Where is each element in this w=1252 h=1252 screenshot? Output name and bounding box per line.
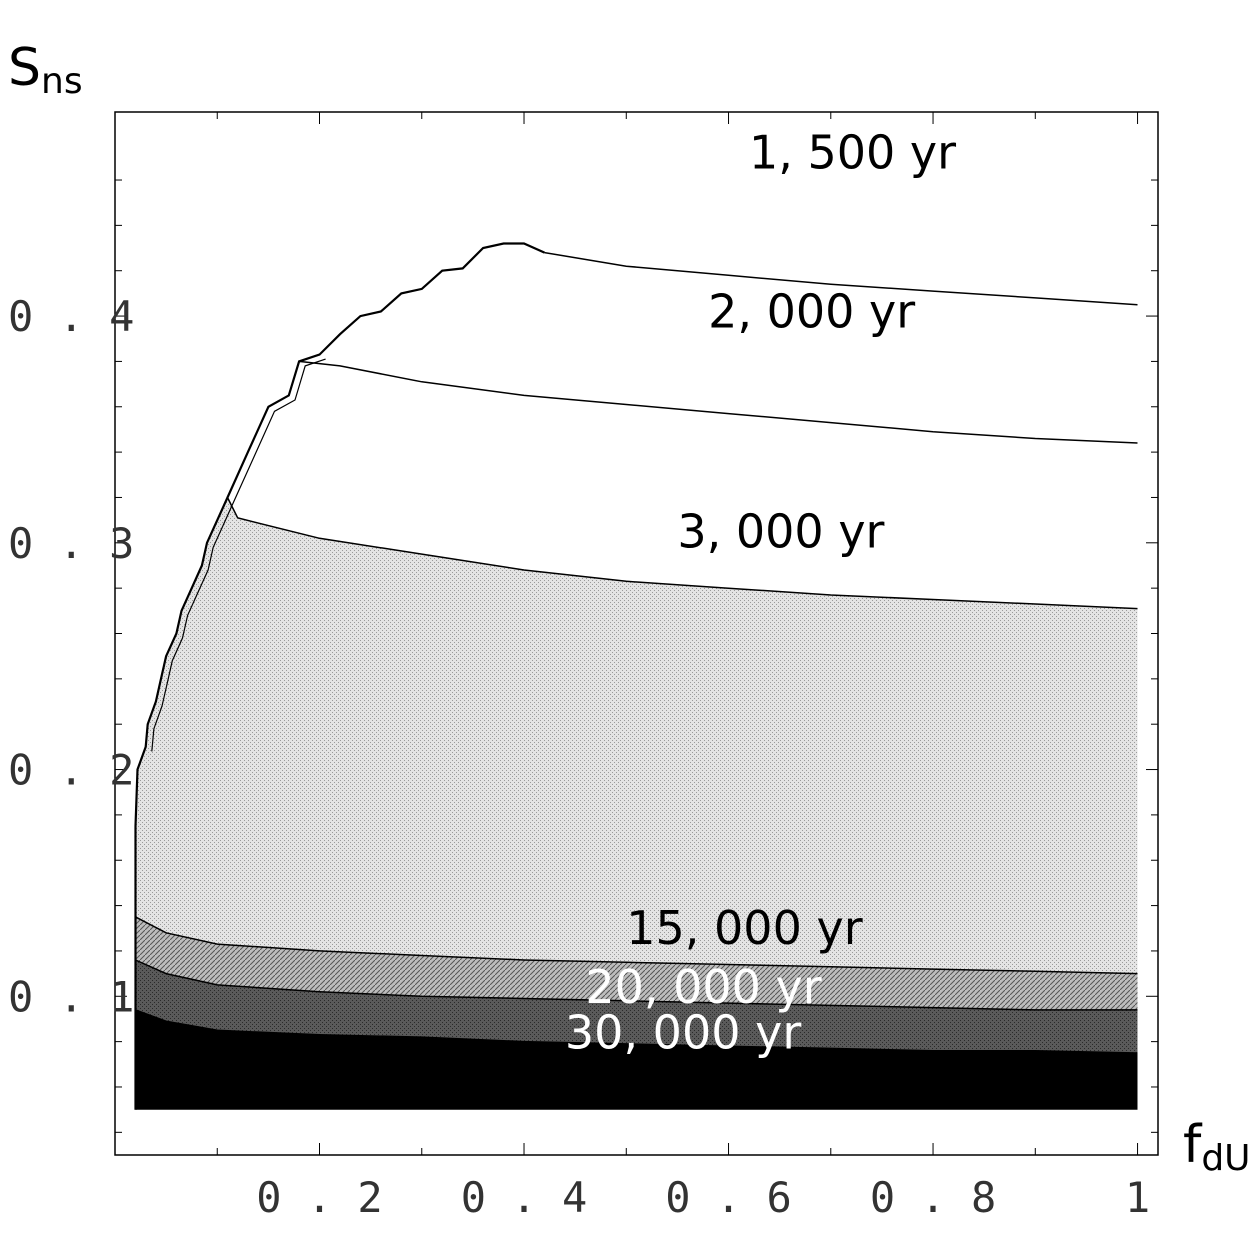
- y-axis-title-main: S: [8, 38, 41, 98]
- x-axis-title-sub: dU: [1201, 1138, 1250, 1179]
- contour-label-0: 1, 500 yr: [749, 126, 956, 180]
- contour-label-2: 3, 000 yr: [677, 504, 884, 558]
- x-axis-title: fdU: [1183, 1115, 1251, 1179]
- band-20000-30000: [135, 960, 1138, 1053]
- tick-labels: 0 . 2 0 . 4 0 . 6 0 . 8 1 0 . 1 0 . 2 0 . 3 0 . …: [8, 292, 1150, 1222]
- boundary-line: [134, 242, 545, 1110]
- x-tick-label: 1: [1125, 1173, 1150, 1222]
- band-3000-15000: [135, 497, 1138, 974]
- contour-label-5: 30, 000 yr: [565, 1005, 801, 1059]
- y-tick-label: 0 . 2: [8, 746, 134, 795]
- band-15000-20000: [135, 916, 1138, 1010]
- contour-label-1: 2, 000 yr: [708, 284, 915, 338]
- boundary-line-inner: [151, 358, 326, 752]
- x-tick-label: 0 . 6: [665, 1173, 791, 1222]
- x-tick-label: 0 . 4: [461, 1173, 587, 1222]
- contour-lines: [135, 251, 1138, 1054]
- y-axis-title-sub: ns: [41, 61, 83, 102]
- band-below-30000: [135, 1009, 1138, 1110]
- contour-line-3: [135, 916, 1138, 975]
- x-axis-title-main: f: [1183, 1115, 1203, 1175]
- contour-labels: 1, 500 yr 2, 000 yr 3, 000 yr 15, 000 yr20,…: [565, 126, 956, 1060]
- x-tick-label: 0 . 8: [870, 1173, 996, 1222]
- contour-line-5: [135, 1009, 1138, 1054]
- domain-boundary: [134, 242, 545, 1110]
- contour-line-1: [299, 360, 1138, 444]
- contour-label-3: 15, 000 yr: [626, 901, 862, 955]
- y-tick-label: 0 . 3: [8, 519, 134, 568]
- contour-line-2: [226, 497, 1138, 610]
- y-tick-label: 0 . 1: [8, 972, 134, 1021]
- axis-ticks: [115, 112, 1158, 1155]
- y-tick-label: 0 . 4: [8, 292, 134, 341]
- contour-label-4: 20, 000 yr: [585, 960, 821, 1014]
- x-tick-label: 0 . 2: [256, 1173, 382, 1222]
- contour-line-0: [544, 251, 1138, 306]
- contour-bands: [135, 497, 1138, 1110]
- y-axis-title: Sns: [8, 38, 83, 102]
- contour-line-4: [135, 959, 1138, 1011]
